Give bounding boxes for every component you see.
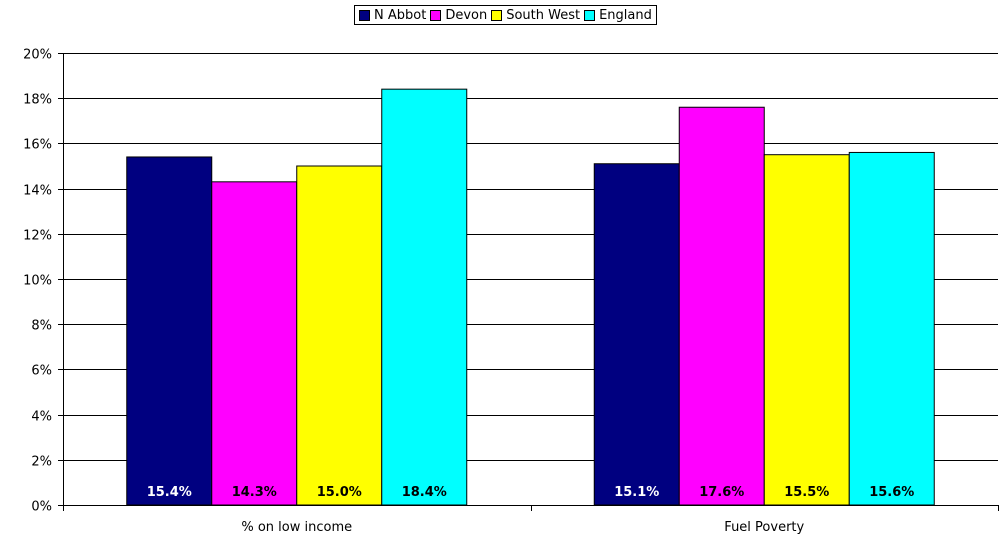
- bars: [126, 88, 935, 506]
- legend-swatch-n-abbot: [359, 9, 370, 21]
- y-tick-label: 10%: [23, 274, 52, 289]
- bar: [211, 181, 298, 506]
- y-tick-label: 14%: [23, 184, 52, 199]
- data-label: 15.4%: [147, 485, 192, 500]
- bar: [381, 88, 468, 506]
- legend-swatch-england: [584, 9, 596, 21]
- y-tick-label: 18%: [23, 93, 52, 108]
- y-tick-label: 16%: [23, 138, 52, 153]
- chart-legend: N Abbot Devon South West England: [354, 5, 657, 25]
- x-tick-label: % on low income: [241, 520, 352, 535]
- legend-label-south-west: South West: [506, 7, 581, 23]
- bar: [126, 156, 213, 506]
- y-tick-label: 12%: [23, 229, 52, 244]
- bar: [593, 163, 680, 506]
- bar: [678, 106, 765, 506]
- data-label: 14.3%: [232, 485, 277, 500]
- bar: [763, 154, 850, 506]
- legend-label-devon: Devon: [445, 7, 488, 23]
- data-label: 15.0%: [317, 485, 362, 500]
- y-tick-label: 2%: [31, 455, 52, 470]
- labels: 0% 2% 4% 6% 8% 10% 12% 14% 16% 18% 20% 15.4% 14.3% 15…: [23, 48, 914, 536]
- y-tick-label: 6%: [31, 364, 52, 379]
- legend-swatch-south-west: [491, 9, 503, 21]
- bar: [848, 151, 935, 506]
- y-tick-label: 8%: [31, 319, 52, 334]
- data-label: 17.6%: [699, 485, 744, 500]
- legend-item-england: England: [584, 8, 652, 23]
- legend-item-devon: Devon: [430, 8, 487, 23]
- legend-label-england: England: [599, 7, 652, 23]
- data-label: 15.1%: [614, 485, 659, 500]
- data-label: 15.5%: [784, 485, 829, 500]
- bar: [296, 165, 383, 506]
- legend-item-n-abbot: N Abbot: [359, 8, 426, 23]
- y-tick-label: 20%: [23, 48, 52, 63]
- axes: [58, 53, 999, 511]
- legend-swatch-devon: [430, 9, 442, 21]
- legend-item-south-west: South West: [491, 8, 580, 23]
- x-tick-label: Fuel Poverty: [724, 520, 804, 535]
- y-tick-label: 4%: [31, 410, 52, 425]
- data-label: 18.4%: [402, 485, 447, 500]
- data-label: 15.6%: [869, 485, 914, 500]
- legend-label-n-abbot: N Abbot: [374, 7, 427, 23]
- y-tick-label: 0%: [31, 500, 52, 515]
